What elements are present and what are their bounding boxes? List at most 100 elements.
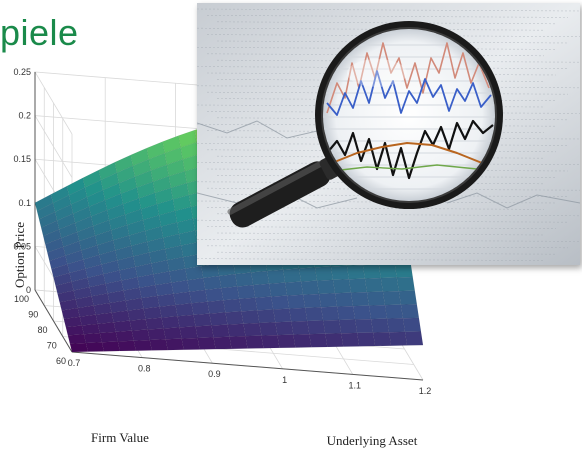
paper-texture-line	[206, 15, 569, 18]
paper-texture-line	[197, 219, 569, 223]
surface-cell	[171, 280, 190, 294]
surface-cell	[97, 322, 116, 334]
surface-cell	[304, 307, 324, 322]
surface-cell	[356, 332, 376, 347]
z-tick-label: 0.1	[18, 198, 31, 208]
surface-cell	[338, 319, 358, 334]
surface-cell	[205, 287, 224, 302]
surface-cell	[95, 312, 114, 324]
surface-cell	[161, 316, 180, 329]
z-tick-label: 0	[26, 285, 31, 295]
surface-cell	[266, 269, 286, 284]
surface-cell	[307, 320, 326, 335]
surface-cell	[219, 273, 238, 289]
surface-cell	[382, 290, 402, 306]
surface-cell	[133, 339, 152, 351]
surface-cell	[159, 304, 178, 318]
surface-cell	[400, 304, 420, 319]
surface-cell	[229, 335, 248, 350]
surface-cell	[83, 332, 103, 344]
surface-cell	[362, 264, 381, 279]
x-tick-label: 1.2	[419, 386, 432, 396]
surface-cell	[227, 323, 246, 337]
y-axis-line	[34, 289, 73, 353]
surface-cell	[282, 268, 302, 283]
paper-texture-line	[216, 213, 580, 217]
paper-texture-line	[216, 40, 569, 44]
surface-cell	[115, 330, 134, 342]
surface-cell	[271, 295, 290, 310]
y-tick-label: 70	[47, 341, 57, 351]
paper-texture-line	[206, 245, 569, 249]
surface-cell	[101, 341, 121, 352]
surface-cell	[239, 297, 258, 312]
surface-cell	[268, 282, 288, 297]
x-axis-line	[71, 351, 424, 381]
surface-cell	[175, 303, 194, 317]
surface-cell	[250, 270, 270, 286]
surface-cell	[197, 337, 216, 350]
surface-cell	[334, 292, 354, 307]
surface-cell	[149, 339, 168, 351]
surface-cell	[253, 283, 272, 298]
surface-cell	[302, 293, 322, 309]
surface-cell	[257, 309, 276, 324]
surface-cell	[145, 317, 164, 330]
surface-cell	[364, 277, 384, 293]
x-tick-label: 1	[282, 375, 287, 385]
surface-cell	[207, 300, 226, 314]
surface-cell	[350, 291, 370, 307]
surface-cell	[67, 334, 87, 344]
surface-cell	[79, 314, 98, 326]
surface-cell	[370, 318, 390, 333]
surface-cell	[255, 296, 274, 311]
surface-cell	[316, 279, 336, 295]
surface-cell	[259, 322, 278, 336]
paper-texture-line	[216, 117, 569, 121]
surface-cell	[273, 308, 292, 323]
surface-cell	[300, 280, 320, 295]
surface-cell	[85, 342, 105, 352]
x-tick-label: 1.1	[349, 380, 362, 390]
surface-cell	[234, 272, 254, 287]
surface-cell	[143, 306, 162, 320]
surface-cell	[141, 295, 160, 309]
surface-cell	[386, 318, 406, 333]
x-tick-label: 0.8	[138, 364, 151, 374]
surface-cell	[129, 318, 148, 331]
surface-cell	[65, 325, 85, 336]
surface-cell	[245, 335, 264, 349]
paper-texture-line	[216, 21, 557, 25]
surface-cell	[191, 301, 210, 316]
surface-cell	[352, 305, 372, 320]
surface-cell	[163, 327, 182, 340]
surface-cell	[187, 277, 206, 292]
surface-cell	[209, 312, 228, 326]
x-axis-label: Underlying Asset	[327, 433, 418, 448]
surface-cell	[213, 336, 232, 350]
surface-cell	[332, 279, 352, 294]
surface-cell	[346, 264, 366, 280]
surface-cell	[111, 310, 130, 323]
surface-cell	[185, 265, 204, 281]
surface-cell	[193, 313, 212, 327]
surface-cell	[388, 331, 408, 346]
surface-cell	[223, 298, 242, 313]
y-tick-label: 90	[28, 310, 38, 320]
surface-cell	[165, 338, 184, 351]
surface-cell	[298, 267, 318, 282]
surface-cell	[402, 317, 422, 333]
paper-texture-line	[216, 232, 545, 236]
surface-cell	[201, 263, 220, 279]
paper-texture-line	[197, 258, 545, 261]
surface-cell	[289, 307, 308, 322]
paper-texture-line	[216, 194, 569, 197]
surface-cell	[181, 337, 200, 350]
z-tick-label: 0.05	[13, 241, 31, 251]
y-tick-label: 60	[56, 356, 66, 366]
surface-cell	[293, 334, 312, 348]
surface-cell	[394, 263, 413, 278]
surface-cell	[368, 304, 388, 320]
surface-cell	[318, 293, 338, 308]
surface-cell	[81, 323, 100, 335]
